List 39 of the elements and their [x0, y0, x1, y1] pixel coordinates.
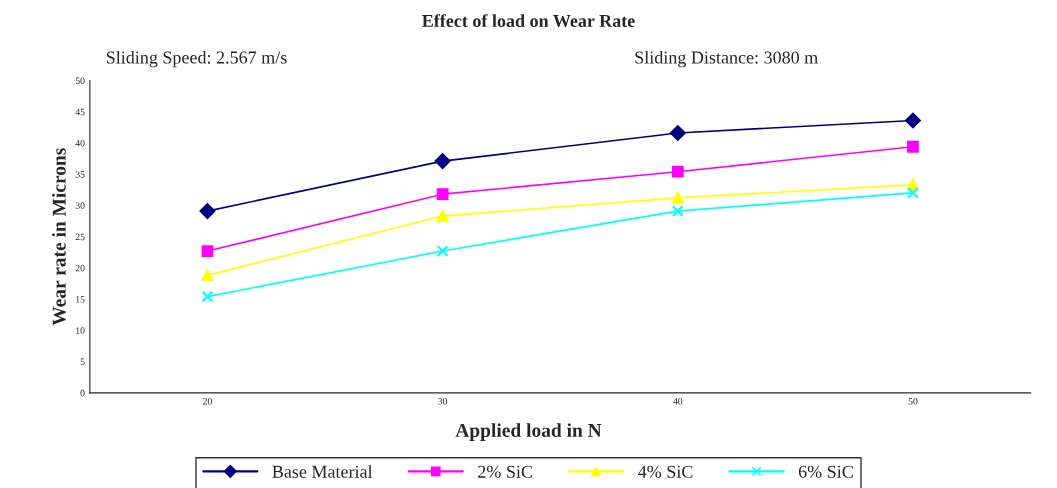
point: [671, 192, 684, 204]
x-axis-title: Applied load in N: [455, 423, 602, 441]
point: [671, 205, 684, 217]
chart-title: Effect of load on Wear Rate: [422, 14, 635, 28]
y-tick-label: 20: [75, 264, 85, 272]
point: [907, 187, 919, 199]
point: [436, 245, 449, 257]
y-axis-title: Wear rate in Microns: [52, 148, 66, 326]
point: [436, 188, 449, 201]
y-tick-label: 30: [75, 202, 85, 209]
point: [199, 203, 216, 219]
point: [201, 290, 214, 303]
text: Sliding Speed: 2.567 m/s: [106, 50, 287, 68]
point: [201, 269, 214, 282]
y-tick-label: 0: [80, 389, 85, 397]
legend-label: 2% SiC: [478, 465, 532, 478]
legend-label: 6% SiC: [798, 465, 853, 478]
y-tick-label: 5: [80, 358, 85, 366]
y-tick-label: 35: [75, 171, 85, 178]
y-tick-label: 10: [76, 327, 85, 334]
y-tick-label: 45: [75, 108, 85, 116]
legend-label: Base Material: [272, 465, 373, 478]
point: [905, 112, 921, 129]
point: [436, 210, 449, 222]
point: [671, 165, 684, 178]
x-tick-label: 40: [673, 397, 683, 405]
text: Sliding Distance: 3080 m: [635, 50, 818, 68]
point: [201, 245, 214, 257]
y-tick-label: 40: [75, 139, 85, 147]
x-tick-label: 50: [908, 397, 918, 405]
point: [434, 153, 451, 170]
x-tick-label: 30: [438, 397, 448, 405]
y-tick-label: 25: [75, 233, 85, 241]
x-tick-label: 20: [203, 397, 212, 405]
point: [669, 125, 686, 141]
legend-label: 4% SiC: [638, 465, 693, 478]
y-tick-label: 15: [76, 296, 85, 303]
point: [907, 140, 919, 153]
y-tick-label: 50: [75, 77, 85, 84]
